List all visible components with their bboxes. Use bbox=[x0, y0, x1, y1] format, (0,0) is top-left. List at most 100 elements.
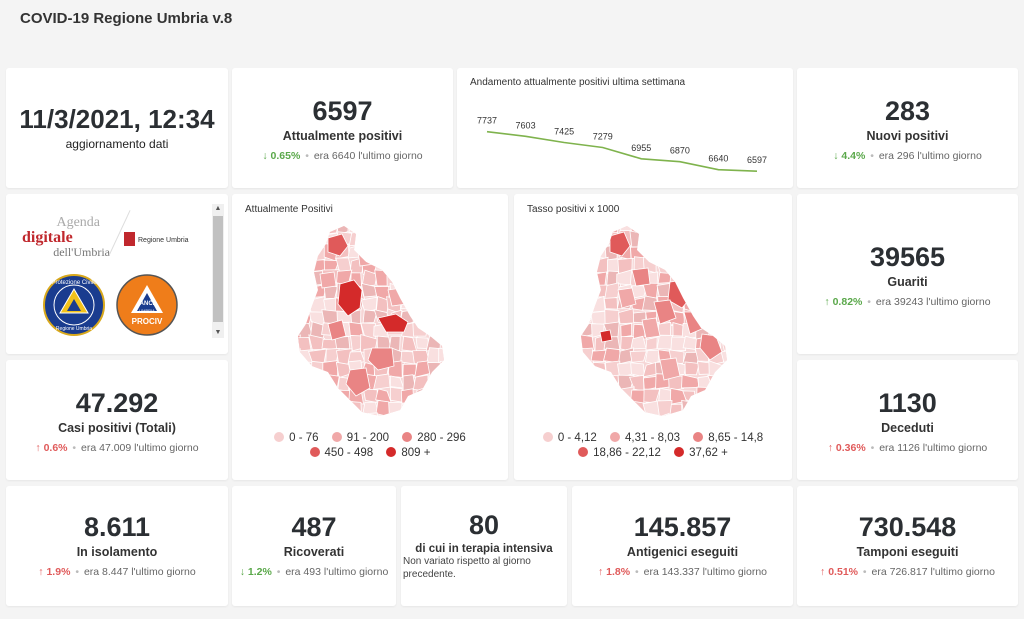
municipality-area[interactable] bbox=[427, 386, 444, 402]
municipality-area[interactable] bbox=[750, 311, 765, 323]
municipality-area[interactable] bbox=[697, 256, 713, 272]
municipality-area[interactable] bbox=[334, 400, 351, 416]
municipality-area[interactable] bbox=[668, 233, 686, 245]
municipality-area[interactable] bbox=[413, 231, 429, 248]
municipality-area[interactable] bbox=[590, 361, 607, 378]
municipality-area[interactable] bbox=[657, 272, 673, 284]
municipality-area[interactable] bbox=[453, 259, 470, 274]
municipality-area[interactable] bbox=[377, 313, 409, 333]
municipality-area[interactable] bbox=[441, 244, 455, 260]
municipality-area[interactable] bbox=[578, 220, 596, 234]
municipality-area[interactable] bbox=[465, 323, 480, 337]
municipality-area[interactable] bbox=[696, 245, 713, 261]
municipality-area[interactable] bbox=[707, 258, 726, 275]
municipality-area[interactable] bbox=[723, 220, 734, 236]
municipality-area[interactable] bbox=[455, 375, 466, 391]
municipality-area[interactable] bbox=[271, 387, 287, 402]
municipality-area[interactable] bbox=[668, 258, 686, 271]
municipality-area[interactable] bbox=[737, 257, 749, 273]
municipality-area[interactable] bbox=[629, 230, 646, 248]
municipality-area[interactable] bbox=[751, 257, 764, 272]
municipality-area[interactable] bbox=[467, 400, 479, 417]
municipality-area[interactable] bbox=[360, 230, 378, 249]
municipality-area[interactable] bbox=[565, 235, 581, 248]
municipality-area[interactable] bbox=[707, 387, 726, 401]
municipality-area[interactable] bbox=[309, 413, 326, 429]
municipality-area[interactable] bbox=[554, 297, 565, 312]
municipality-area[interactable] bbox=[399, 256, 415, 273]
municipality-area[interactable] bbox=[580, 230, 596, 249]
municipality-area[interactable] bbox=[657, 413, 673, 431]
municipality-area[interactable] bbox=[721, 269, 737, 288]
municipality-area[interactable] bbox=[593, 271, 608, 287]
municipality-area[interactable] bbox=[465, 350, 481, 362]
municipality-area[interactable] bbox=[737, 374, 750, 390]
municipality-area[interactable] bbox=[375, 399, 392, 417]
municipality-area[interactable] bbox=[630, 246, 647, 259]
municipality-area[interactable] bbox=[283, 232, 301, 249]
municipality-area[interactable] bbox=[452, 349, 469, 365]
municipality-area[interactable] bbox=[361, 220, 379, 236]
municipality-area[interactable] bbox=[645, 220, 661, 236]
municipality-area[interactable] bbox=[751, 375, 763, 391]
municipality-area[interactable] bbox=[338, 414, 350, 428]
scroll-up-arrow-icon[interactable]: ▲ bbox=[214, 205, 222, 212]
municipality-area[interactable] bbox=[389, 414, 403, 428]
municipality-area[interactable] bbox=[270, 335, 284, 352]
municipality-area[interactable] bbox=[362, 388, 378, 403]
municipality-area[interactable] bbox=[298, 231, 313, 248]
municipality-area[interactable] bbox=[734, 220, 752, 235]
municipality-area[interactable] bbox=[579, 284, 596, 297]
municipality-area[interactable] bbox=[283, 282, 301, 301]
municipality-area[interactable] bbox=[283, 296, 301, 314]
municipality-area[interactable] bbox=[720, 412, 738, 429]
municipality-area[interactable] bbox=[632, 323, 648, 340]
logos-scrollbar[interactable]: ▲ ▼ bbox=[212, 204, 224, 338]
municipality-area[interactable] bbox=[569, 220, 580, 235]
municipality-area[interactable] bbox=[694, 414, 711, 428]
municipality-area[interactable] bbox=[439, 412, 456, 428]
municipality-area[interactable] bbox=[603, 413, 622, 429]
municipality-area[interactable] bbox=[386, 230, 403, 249]
municipality-area[interactable] bbox=[453, 387, 468, 404]
municipality-area[interactable] bbox=[466, 231, 479, 248]
municipality-area[interactable] bbox=[580, 375, 594, 389]
municipality-area[interactable] bbox=[747, 350, 763, 364]
municipality-area[interactable] bbox=[721, 282, 737, 298]
municipality-area[interactable] bbox=[361, 269, 378, 288]
municipality-area[interactable] bbox=[285, 311, 301, 327]
municipality-area[interactable] bbox=[426, 374, 443, 391]
municipality-area[interactable] bbox=[337, 279, 363, 317]
municipality-area[interactable] bbox=[747, 361, 763, 377]
municipality-area[interactable] bbox=[594, 388, 609, 405]
municipality-area[interactable] bbox=[439, 321, 454, 338]
municipality-area[interactable] bbox=[321, 412, 340, 430]
municipality-area[interactable] bbox=[565, 350, 583, 363]
municipality-area[interactable] bbox=[721, 388, 738, 404]
municipality-area[interactable] bbox=[657, 233, 673, 249]
municipality-area[interactable] bbox=[670, 220, 685, 236]
municipality-area[interactable] bbox=[321, 401, 339, 417]
municipality-area[interactable] bbox=[750, 322, 763, 339]
municipality-area[interactable] bbox=[453, 235, 468, 248]
municipality-area[interactable] bbox=[579, 400, 595, 417]
municipality-area[interactable] bbox=[297, 373, 311, 390]
municipality-area[interactable] bbox=[593, 400, 606, 416]
municipality-area[interactable] bbox=[271, 283, 284, 300]
municipality-area[interactable] bbox=[684, 245, 699, 262]
municipality-area[interactable] bbox=[438, 297, 455, 310]
municipality-area[interactable] bbox=[285, 414, 296, 430]
municipality-area[interactable] bbox=[296, 401, 312, 416]
municipality-area[interactable] bbox=[565, 311, 582, 325]
municipality-area[interactable] bbox=[707, 374, 724, 388]
municipality-area[interactable] bbox=[439, 269, 455, 286]
municipality-area[interactable] bbox=[670, 336, 687, 352]
municipality-area[interactable] bbox=[681, 231, 700, 248]
municipality-area[interactable] bbox=[453, 272, 468, 285]
municipality-area[interactable] bbox=[271, 220, 287, 233]
municipality-area[interactable] bbox=[599, 329, 613, 343]
municipality-area[interactable] bbox=[399, 243, 417, 259]
municipality-area[interactable] bbox=[710, 321, 722, 337]
municipality-area[interactable] bbox=[591, 413, 607, 430]
municipality-area[interactable] bbox=[312, 374, 326, 392]
